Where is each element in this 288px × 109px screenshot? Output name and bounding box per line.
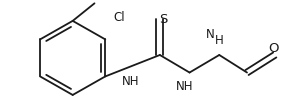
Text: NH: NH xyxy=(122,75,139,88)
Text: H: H xyxy=(215,34,224,47)
Text: O: O xyxy=(268,42,278,55)
Text: Cl: Cl xyxy=(113,11,125,24)
Text: N: N xyxy=(206,28,214,41)
Text: S: S xyxy=(159,13,167,26)
Text: NH: NH xyxy=(176,80,193,93)
